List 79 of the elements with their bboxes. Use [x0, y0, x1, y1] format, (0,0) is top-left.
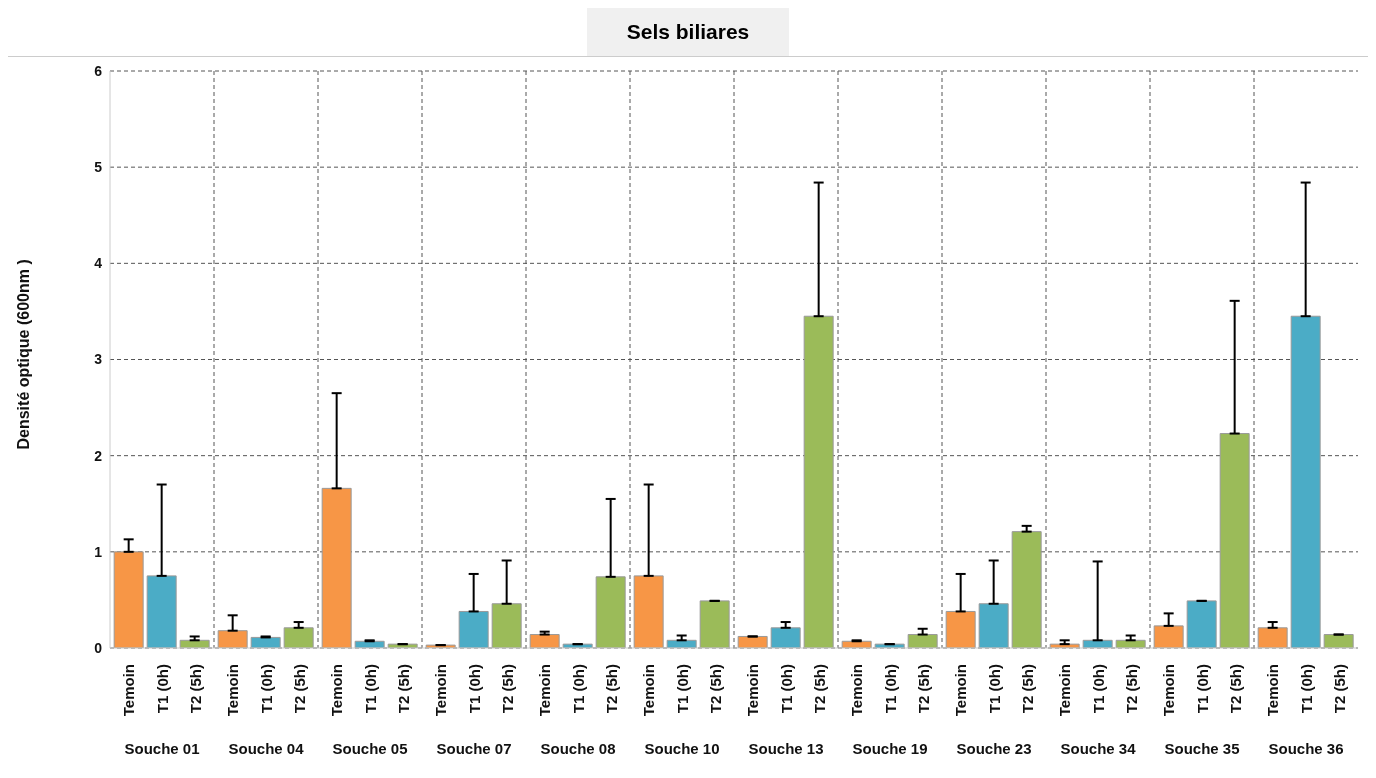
text: T1 (0h): [673, 664, 691, 714]
y-tick-label: 1: [94, 543, 103, 560]
text: T2 (5h): [186, 664, 204, 714]
text: Temoin: [1264, 664, 1282, 717]
y-tick-label: 6: [94, 62, 103, 79]
x-tick-label: Souche 05: [332, 740, 408, 757]
y-tick-label: 3: [94, 351, 103, 368]
text: T2 (5h): [1018, 664, 1036, 714]
bar: [978, 603, 1009, 648]
x-tick-label: Souche 10: [644, 740, 720, 757]
x-tick-label: Souche 07: [436, 740, 512, 757]
text: Temoin: [120, 664, 138, 717]
bar: [491, 603, 522, 648]
text: T2 (5h): [498, 664, 516, 714]
x-tick-label: Souche 04: [228, 740, 305, 757]
text: Temoin: [1056, 664, 1074, 717]
bar: [250, 636, 281, 648]
text: T1 (0h): [777, 664, 795, 714]
text: T2 (5h): [810, 664, 828, 714]
text: T2 (5h): [290, 664, 308, 714]
text: Temoin: [744, 664, 762, 717]
text: Temoin: [536, 664, 554, 717]
text: T1 (0h): [153, 664, 171, 714]
bar: [945, 610, 976, 648]
bar: [146, 575, 177, 648]
y-tick-label: 5: [94, 159, 103, 176]
y-tick-label: 2: [94, 447, 103, 464]
text: T2 (5h): [602, 664, 620, 714]
x-tick-label: Souche 35: [1164, 740, 1240, 757]
bar: [595, 576, 626, 648]
text: Temoin: [1160, 664, 1178, 717]
x-tick-label: Souche 23: [956, 740, 1032, 757]
bar: [217, 630, 248, 648]
bar: [737, 635, 768, 648]
bar: [1257, 627, 1288, 648]
bar: [1219, 433, 1250, 648]
bar: [113, 551, 144, 648]
text: Temoin: [432, 664, 450, 717]
bar: [458, 610, 489, 648]
text: T2 (5h): [1122, 664, 1140, 714]
bar: [321, 487, 352, 648]
text: Temoin: [952, 664, 970, 717]
text: Temoin: [640, 664, 658, 717]
text: T1 (0h): [465, 664, 483, 714]
x-tick-label: Souche 36: [1268, 740, 1344, 757]
text: T1 (0h): [361, 664, 379, 714]
text: T1 (0h): [1297, 664, 1315, 714]
text: T1 (0h): [569, 664, 587, 714]
bar: [1186, 600, 1217, 648]
bar: [283, 627, 314, 648]
text: T2 (5h): [914, 664, 932, 714]
text: T2 (5h): [1226, 664, 1244, 714]
text: Temoin: [224, 664, 242, 717]
x-tick-label: Souche 34: [1060, 740, 1137, 757]
x-tick-label: Souche 13: [748, 740, 824, 757]
bar: [803, 315, 834, 648]
x-tick-label: Souche 01: [124, 740, 200, 757]
bar: [1011, 531, 1042, 648]
text: T2 (5h): [1330, 664, 1348, 714]
bar: [633, 575, 664, 648]
text: T1 (0h): [985, 664, 1003, 714]
text: T1 (0h): [1089, 664, 1107, 714]
bar: [1153, 625, 1184, 648]
text: T2 (5h): [394, 664, 412, 714]
chart-title: Sels biliares: [586, 8, 790, 56]
bar: [1290, 315, 1321, 648]
y-axis-title: Densité optique (600nm ): [14, 259, 32, 450]
text: T2 (5h): [706, 664, 724, 714]
y-tick-label: 4: [94, 255, 103, 272]
text: T1 (0h): [1193, 664, 1211, 714]
bar: [770, 627, 801, 648]
y-tick-label: 0: [94, 639, 103, 656]
text: Temoin: [848, 664, 866, 717]
text: T1 (0h): [257, 664, 275, 714]
x-tick-label: Souche 08: [540, 740, 616, 757]
x-tick-label: Souche 19: [852, 740, 928, 757]
text: T1 (0h): [881, 664, 899, 714]
bar: [699, 600, 730, 648]
text: Temoin: [328, 664, 346, 717]
